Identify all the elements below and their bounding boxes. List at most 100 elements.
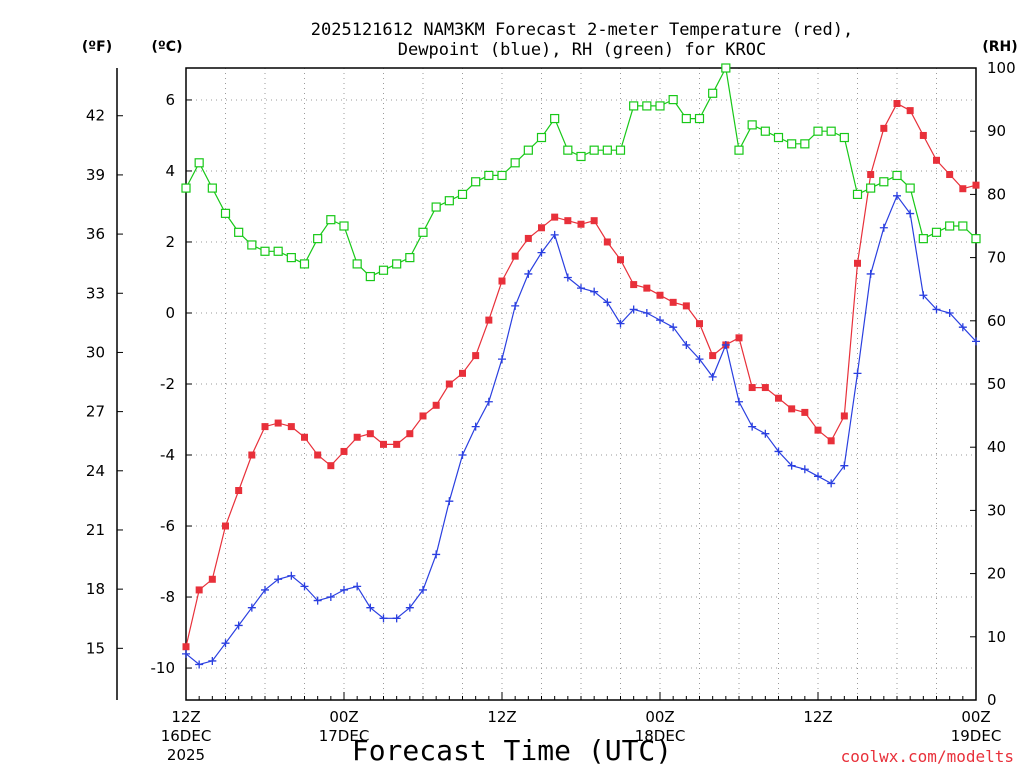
temperature-point xyxy=(801,408,809,416)
temperature-point xyxy=(235,487,243,495)
rh-point xyxy=(207,183,217,193)
temperature-point xyxy=(933,156,940,164)
rh-point xyxy=(576,151,586,162)
dewpoint-point xyxy=(695,355,704,364)
rh-point xyxy=(694,113,705,124)
rh-point xyxy=(326,215,336,225)
dewpoint-point xyxy=(445,497,454,506)
x-tick-label-time: 00Z xyxy=(329,708,358,726)
dewpoint-point xyxy=(563,273,572,282)
dewpoint-point xyxy=(879,223,888,232)
dewpoint-point xyxy=(906,209,915,218)
rh-tick-label: 60 xyxy=(987,312,1006,330)
temperature-point xyxy=(775,394,782,402)
dewpoint-point xyxy=(616,319,625,328)
temperature-point xyxy=(788,405,796,413)
fahrenheit-tick-label: 15 xyxy=(86,639,105,657)
x-tick-label-date: 19DEC xyxy=(951,727,1002,745)
dewpoint-point xyxy=(195,660,204,669)
rh-point xyxy=(800,139,810,149)
rh-point xyxy=(431,202,441,212)
rh-point xyxy=(826,126,836,136)
temperature-point xyxy=(314,451,322,459)
temperature-point xyxy=(208,575,216,583)
temperature-point xyxy=(748,384,756,392)
dewpoint-point xyxy=(866,269,875,278)
temperature-point xyxy=(366,430,374,438)
dewpoint-point xyxy=(340,585,348,594)
dewpoint-point xyxy=(603,298,612,307)
rh-tick-label: 0 xyxy=(987,691,997,709)
dewpoint-point xyxy=(787,461,796,470)
rh-point xyxy=(536,132,547,143)
temperature-point xyxy=(656,291,664,299)
rh-point xyxy=(563,145,573,155)
dewpoint-point xyxy=(419,585,427,594)
dewpoint-point xyxy=(577,284,585,293)
rh-point xyxy=(484,170,494,181)
dewpoint-point xyxy=(353,582,362,591)
dewpoint-point xyxy=(656,316,664,325)
data-series xyxy=(181,63,981,669)
rh-point xyxy=(405,253,415,263)
rh-point xyxy=(773,132,784,143)
dewpoint-point xyxy=(182,649,190,658)
rh-point xyxy=(247,240,257,250)
celsius-unit-label: (ºC) xyxy=(152,39,183,55)
rh-point xyxy=(299,259,310,269)
rh-point xyxy=(273,246,283,256)
x-tick-label-time: 12Z xyxy=(487,708,516,726)
rh-point xyxy=(971,234,981,244)
dewpoint-point xyxy=(735,397,743,406)
rh-point xyxy=(339,221,349,231)
temperature-point xyxy=(195,586,203,594)
temperature-point xyxy=(761,384,769,392)
celsius-tick-label: -4 xyxy=(160,446,175,464)
dewpoint-point xyxy=(221,639,230,648)
rh-point xyxy=(352,259,362,269)
dewpoint-point xyxy=(432,550,441,559)
temperature-point xyxy=(590,217,598,225)
rh-point xyxy=(708,88,718,98)
temperature-point xyxy=(485,316,493,324)
fahrenheit-tick-label: 18 xyxy=(86,580,105,598)
temperature-point xyxy=(261,423,269,431)
dewpoint-point xyxy=(458,451,467,460)
temperature-point xyxy=(959,185,967,193)
dewpoint-point xyxy=(498,355,506,364)
rh-point xyxy=(602,145,612,155)
dewpoint-point xyxy=(919,291,928,300)
dewpoint-point xyxy=(958,323,967,332)
temperature-point xyxy=(248,451,256,459)
celsius-tick-label: -6 xyxy=(160,517,175,535)
dewpoint-point xyxy=(511,301,520,310)
rh-point xyxy=(550,113,560,124)
dewpoint-point xyxy=(800,465,809,474)
temperature-point xyxy=(972,181,980,189)
temperature-point xyxy=(353,433,361,441)
fahrenheit-tick-label: 30 xyxy=(86,343,105,361)
dewpoint-point xyxy=(379,614,388,623)
rh-point xyxy=(721,63,731,73)
x-tick-label-time: 12Z xyxy=(171,708,200,726)
temperature-point xyxy=(867,171,875,179)
fahrenheit-unit-label: (ºF) xyxy=(82,39,112,55)
celsius-tick-label: -8 xyxy=(160,588,175,606)
rh-point xyxy=(681,113,691,124)
rh-point xyxy=(497,170,507,181)
rh-point xyxy=(220,208,231,218)
fahrenheit-tick-label: 39 xyxy=(86,166,105,184)
dewpoint-point xyxy=(313,596,322,605)
rh-tick-label: 100 xyxy=(987,59,1016,77)
temperature-point xyxy=(524,234,532,242)
rh-series xyxy=(181,63,981,282)
dewpoint-point xyxy=(471,422,480,431)
rh-tick-label: 70 xyxy=(987,249,1006,267)
temperature-point xyxy=(301,433,308,441)
temperature-point xyxy=(735,334,743,342)
dewpoint-point xyxy=(405,603,414,612)
fahrenheit-tick-label: 42 xyxy=(86,107,105,125)
rh-point xyxy=(286,253,296,263)
rh-point xyxy=(378,265,389,275)
